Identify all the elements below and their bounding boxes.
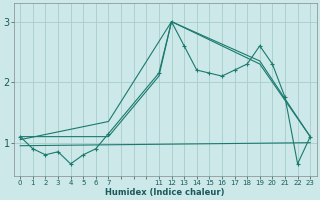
X-axis label: Humidex (Indice chaleur): Humidex (Indice chaleur) (106, 188, 225, 197)
